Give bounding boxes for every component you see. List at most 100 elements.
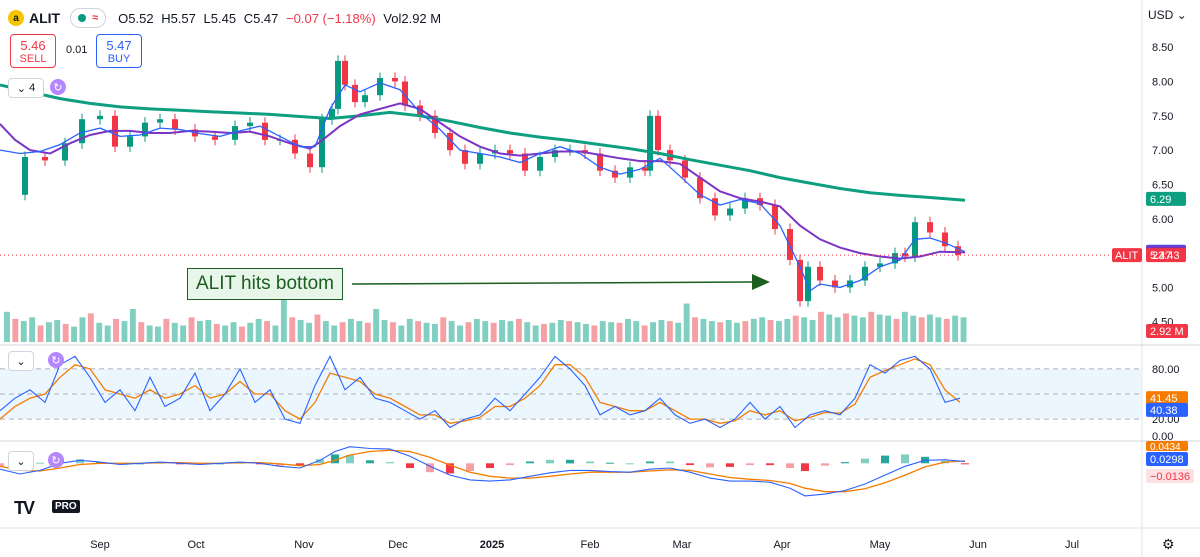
macd-histogram-bar: [0, 463, 4, 467]
sell-button[interactable]: 5.46 SELL: [10, 34, 56, 68]
volume-bar: [180, 325, 187, 342]
macd-histogram-bar: [426, 463, 434, 473]
indicators-toggle-button[interactable]: ⌄ 4: [8, 78, 44, 98]
volume-bar: [87, 313, 94, 342]
candle-body: [712, 198, 718, 216]
candle-body: [627, 167, 633, 178]
chevron-down-icon: ⌄: [16, 455, 26, 468]
macd-histogram-bar: [746, 463, 754, 466]
volume-bar: [406, 318, 413, 342]
symbol-header: a ALIT ≈ O5.52 H5.57 L5.45 C5.47 −0.07 (…: [8, 8, 445, 28]
volume-bar: [398, 325, 405, 342]
volume-bar: [943, 318, 950, 342]
price-tick-label: 6.00: [1152, 214, 1173, 226]
macd-histogram-bar: [76, 459, 84, 464]
volume-bar: [272, 325, 279, 342]
annotation-label[interactable]: ALIT hits bottom: [187, 268, 343, 300]
volume-bar: [46, 322, 52, 342]
volume-bar: [373, 309, 380, 342]
macd-histogram-bar: [801, 463, 809, 471]
macd-histogram-bar: [366, 460, 374, 464]
macd-sync-icon[interactable]: ↻: [48, 452, 64, 468]
volume-bar: [557, 320, 564, 342]
volume-bar: [927, 314, 933, 342]
annotation-arrow-line: [351, 281, 753, 285]
stoch-pane-toggle-button[interactable]: ⌄: [8, 351, 34, 371]
stoch-sync-icon[interactable]: ↻: [48, 352, 64, 368]
stoch-k-tag: [1146, 391, 1188, 406]
candle-body: [817, 266, 823, 281]
macd-histogram-bar: [586, 461, 594, 464]
macd-value-tag: [1146, 452, 1188, 466]
price-tag-label: 6.29: [1150, 194, 1171, 206]
candle-body: [862, 266, 868, 281]
volume-bar: [608, 322, 615, 342]
volume-bar: [809, 320, 816, 342]
ohlc-low: L5.45: [203, 10, 237, 26]
volume-bar: [750, 318, 757, 342]
volume-tag-label: 2.92 M: [1150, 326, 1184, 338]
volume-bar: [859, 317, 866, 343]
countdown-label: 23:43: [1152, 250, 1180, 262]
volume-bar: [759, 317, 766, 343]
stoch-d-tag-label: 40.38: [1150, 405, 1178, 417]
candle-body: [655, 115, 661, 151]
chevron-down-icon: ⌄: [1176, 8, 1187, 22]
symbol-name[interactable]: ALIT: [29, 10, 61, 26]
volume-bar: [952, 315, 959, 342]
price-tick-label: 8.50: [1152, 42, 1173, 54]
candle-body: [172, 119, 178, 130]
macd-histogram-bar: [646, 461, 654, 464]
market-status-pill[interactable]: ≈: [70, 8, 107, 28]
volume-bar: [314, 314, 321, 342]
symbol-logo: a: [8, 10, 24, 26]
price-tag: [1146, 248, 1186, 263]
candle-body: [612, 170, 618, 178]
volume-bar: [205, 320, 212, 342]
macd-histogram-bar: [331, 454, 339, 464]
volume-bar: [683, 303, 690, 342]
volume-bar: [893, 318, 900, 342]
indicator-count: 4: [29, 82, 36, 94]
volume-bar: [532, 325, 539, 342]
ohlc-volume: Vol2.92 M: [383, 10, 442, 26]
time-axis-label: 2025: [480, 539, 504, 551]
macd-histogram-bar: [486, 463, 494, 468]
price-tick-label: 7.50: [1152, 111, 1173, 123]
macd-histogram-bar: [666, 461, 674, 464]
macd-pane-toggle-button[interactable]: ⌄: [8, 451, 34, 471]
volume-bar: [566, 321, 573, 342]
sync-icon[interactable]: ↻: [50, 79, 66, 95]
macd-histogram-bar: [346, 455, 354, 464]
time-axis-label: Jun: [969, 539, 987, 551]
volume-bar: [113, 318, 119, 342]
macd-histogram-bar: [566, 459, 574, 464]
price-tag-label: 5.47: [1150, 250, 1171, 262]
candle-body: [42, 157, 48, 161]
sell-label: SELL: [19, 53, 47, 65]
macd-histogram-bar: [686, 463, 694, 466]
volume-bar: [331, 325, 338, 342]
currency-selector[interactable]: USD ⌄: [1148, 8, 1187, 22]
candle-body: [797, 259, 803, 302]
volume-bar: [918, 317, 925, 343]
macd-histogram-bar: [36, 462, 44, 464]
gear-icon[interactable]: ⚙: [1162, 536, 1175, 552]
volume-bar: [222, 325, 229, 342]
volume-bar: [171, 322, 178, 343]
macd-histogram-bar: [881, 455, 889, 464]
buy-button[interactable]: 5.47 BUY: [96, 34, 142, 68]
volume-bar: [616, 322, 623, 343]
macd-histogram-bar: [526, 461, 534, 464]
volume-bar: [524, 322, 531, 342]
volume-bar: [440, 317, 447, 343]
volume-bar: [885, 315, 891, 342]
candle-body: [507, 150, 513, 154]
volume-bar: [650, 322, 656, 342]
volume-bar: [79, 317, 86, 343]
ohlc-close: C5.47: [243, 10, 279, 26]
volume-bar: [641, 325, 648, 342]
macd-histogram-bar: [726, 463, 734, 467]
macd-histogram-bar: [606, 462, 614, 464]
